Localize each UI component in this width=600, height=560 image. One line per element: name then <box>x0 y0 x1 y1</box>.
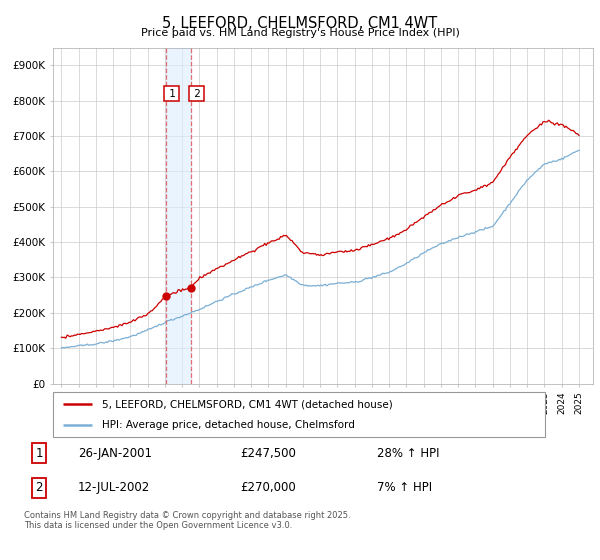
Text: 1: 1 <box>166 88 176 99</box>
Text: HPI: Average price, detached house, Chelmsford: HPI: Average price, detached house, Chel… <box>102 419 355 430</box>
Text: £247,500: £247,500 <box>241 446 296 460</box>
Bar <box>166 48 191 384</box>
Text: 2: 2 <box>191 88 201 99</box>
Text: 1: 1 <box>35 446 43 460</box>
Text: 5, LEEFORD, CHELMSFORD, CM1 4WT: 5, LEEFORD, CHELMSFORD, CM1 4WT <box>163 16 437 31</box>
Text: 28% ↑ HPI: 28% ↑ HPI <box>377 446 440 460</box>
Text: Price paid vs. HM Land Registry's House Price Index (HPI): Price paid vs. HM Land Registry's House … <box>140 28 460 38</box>
Text: 12-JUL-2002: 12-JUL-2002 <box>78 482 151 494</box>
Text: 5, LEEFORD, CHELMSFORD, CM1 4WT (detached house): 5, LEEFORD, CHELMSFORD, CM1 4WT (detache… <box>102 399 393 409</box>
Text: 26-JAN-2001: 26-JAN-2001 <box>78 446 152 460</box>
Text: 7% ↑ HPI: 7% ↑ HPI <box>377 482 433 494</box>
FancyBboxPatch shape <box>53 392 545 437</box>
Text: 2: 2 <box>35 482 43 494</box>
Text: £270,000: £270,000 <box>241 482 296 494</box>
Text: Contains HM Land Registry data © Crown copyright and database right 2025.
This d: Contains HM Land Registry data © Crown c… <box>24 511 350 530</box>
